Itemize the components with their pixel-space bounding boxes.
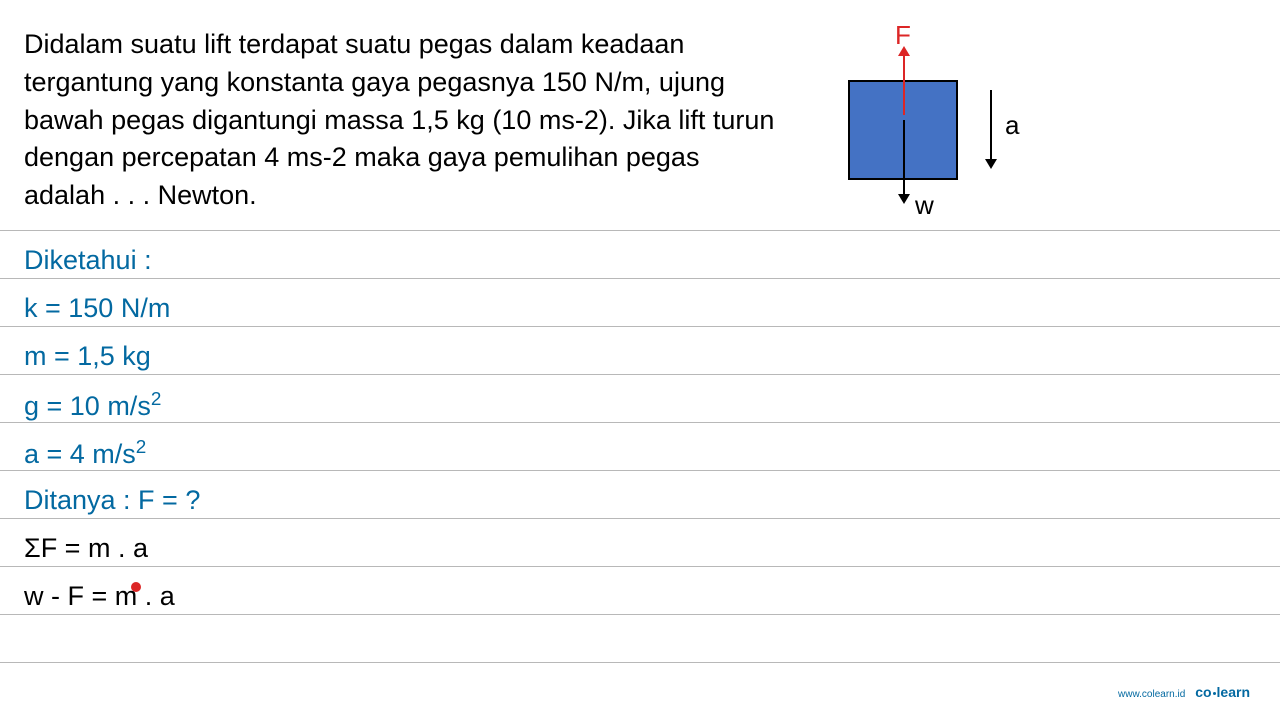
work-line-7: w - F = m . a — [24, 581, 175, 612]
brand-dot-icon — [1213, 692, 1216, 695]
work-line-4: a = 4 m/s2 — [24, 437, 146, 470]
footer-branding: www.colearn.id colearn — [1118, 684, 1250, 700]
force-label-f: F — [895, 20, 911, 51]
brand-suffix: learn — [1217, 684, 1250, 700]
ruled-line — [0, 518, 1280, 519]
accel-arrow-down — [990, 90, 992, 160]
force-arrow-up — [903, 55, 905, 115]
ruled-line — [0, 662, 1280, 663]
footer-url: www.colearn.id — [1118, 689, 1185, 700]
work-line-0: Diketahui : — [24, 245, 152, 276]
weight-label-w: w — [915, 190, 934, 221]
ruled-line — [0, 422, 1280, 423]
brand-prefix: co — [1195, 684, 1211, 700]
cursor-dot-icon — [131, 582, 141, 592]
accel-label-a: a — [1005, 110, 1019, 141]
problem-statement: Didalam suatu lift terdapat suatu pegas … — [24, 26, 784, 215]
work-line-3: g = 10 m/s2 — [24, 389, 161, 422]
worksheet-area: Diketahui : k = 150 N/m m = 1,5 kg g = 10 m… — [0, 230, 1280, 670]
ruled-line — [0, 278, 1280, 279]
work-line-6: ΣF = m . a — [24, 533, 148, 564]
ruled-line — [0, 470, 1280, 471]
ruled-line — [0, 374, 1280, 375]
ruled-line — [0, 566, 1280, 567]
free-body-diagram: F w a — [800, 20, 1050, 220]
weight-arrow-down — [903, 120, 905, 195]
ruled-line — [0, 614, 1280, 615]
ruled-line — [0, 230, 1280, 231]
ruled-line — [0, 326, 1280, 327]
work-line-2: m = 1,5 kg — [24, 341, 151, 372]
work-line-1: k = 150 N/m — [24, 293, 170, 324]
work-line-5: Ditanya : F = ? — [24, 485, 200, 516]
